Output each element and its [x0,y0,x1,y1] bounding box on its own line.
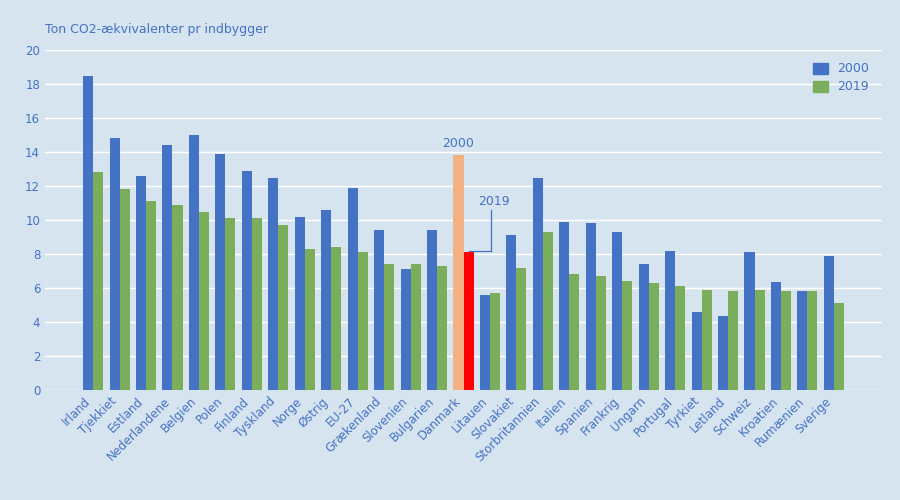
Bar [437,266,447,390]
Bar [490,293,500,390]
Bar [464,252,473,390]
Text: 2000: 2000 [443,138,474,150]
Bar [120,190,130,390]
Bar [93,172,104,390]
Bar [834,304,844,390]
Bar [242,170,252,390]
Bar [173,204,183,390]
Bar [110,138,120,390]
Bar [454,156,464,390]
Bar [305,249,315,390]
Bar [807,290,817,390]
Bar [744,252,754,390]
Bar [225,218,236,390]
Bar [347,188,357,390]
Text: 2019: 2019 [478,195,509,208]
Bar [586,224,596,390]
Bar [384,264,394,390]
Text: Ton CO2-ækvivalenter pr indbygger: Ton CO2-ækvivalenter pr indbygger [45,24,268,36]
Bar [622,281,633,390]
Bar [507,236,517,390]
Bar [374,230,384,390]
Bar [517,268,526,390]
Bar [146,202,156,390]
Bar [665,250,675,390]
Bar [781,290,791,390]
Bar [543,232,553,390]
Bar [427,230,437,390]
Bar [252,218,262,390]
Bar [728,290,738,390]
Bar [321,210,331,390]
Bar [136,176,146,390]
Bar [533,178,543,390]
Bar [797,290,807,390]
Bar [162,145,173,390]
Bar [702,290,712,390]
Bar [771,282,781,390]
Bar [215,154,225,390]
Bar [570,274,580,390]
Bar [559,222,570,390]
Bar [649,283,659,390]
Bar [357,252,368,390]
Bar [718,316,728,390]
Bar [691,312,702,390]
Bar [675,286,685,390]
Bar [278,225,288,390]
Bar [639,264,649,390]
Bar [400,270,410,390]
Bar [480,295,490,390]
Legend: 2000, 2019: 2000, 2019 [806,56,876,100]
Bar [754,290,765,390]
Bar [189,135,199,390]
Bar [824,256,834,390]
Bar [268,178,278,390]
Bar [199,212,209,390]
Bar [596,276,606,390]
Bar [612,232,622,390]
Bar [83,76,93,390]
Bar [331,247,341,390]
Bar [294,216,305,390]
Bar [410,264,420,390]
